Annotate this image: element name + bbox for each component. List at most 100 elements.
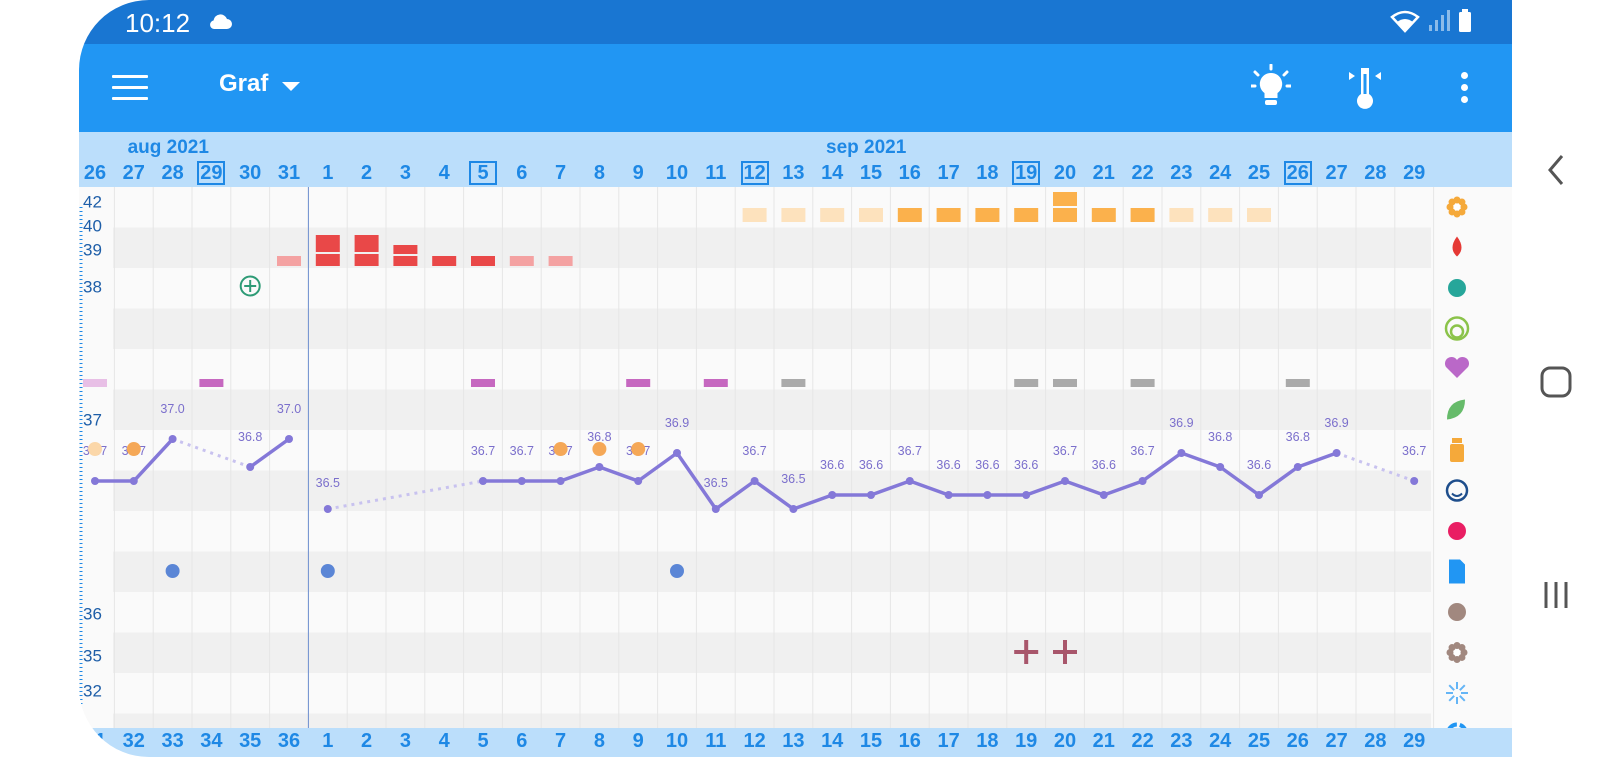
medication-dot [631,442,646,456]
row-icon-column [1444,196,1470,728]
day-label[interactable]: 4 [438,162,450,184]
fertile-sign-bar [1014,208,1039,222]
home-button[interactable] [1512,365,1600,399]
cycle-day-label: 19 [1015,730,1038,752]
note-dot [670,564,684,578]
day-label[interactable]: 11 [705,162,727,184]
cycle-day-label: 11 [705,730,727,752]
cycle-day-label: 22 [1131,730,1154,752]
row-band [113,187,1431,228]
cycle-day-label: 1 [322,730,334,752]
cycle-day-label: 3 [399,730,411,752]
day-label[interactable]: 20 [1053,162,1077,184]
temperature-value-label: 36.8 [587,430,611,444]
bottle-cap [1452,438,1462,443]
day-label[interactable]: 13 [782,162,805,184]
day-label[interactable]: 23 [1170,162,1193,184]
day-label[interactable]: 18 [976,162,999,184]
day-label[interactable]: 2 [361,162,373,184]
android-nav-bar [1512,0,1600,757]
cycle-day-label: 18 [976,730,999,752]
day-label[interactable]: 10 [665,162,689,184]
day-label[interactable]: 30 [239,162,262,184]
icon-shape [1448,279,1466,297]
day-label[interactable]: 6 [516,162,528,184]
temperature-line-segment [248,437,291,469]
temperature-point [479,477,487,485]
day-label[interactable]: 29 [1403,162,1426,184]
day-label[interactable]: 26 [1283,161,1312,185]
day-label[interactable]: 29 [197,161,226,185]
day-label[interactable]: 22 [1131,162,1154,184]
day-label[interactable]: 1 [322,162,334,184]
temperature-point [789,505,798,513]
temperature-point [285,435,293,443]
y-axis-label: 35 [83,646,102,665]
temperature-value-label: 36.7 [1130,444,1154,458]
day-label[interactable]: 31 [277,162,301,184]
back-button[interactable] [1512,152,1600,188]
day-label[interactable]: 7 [555,162,567,184]
cycle-day-label: 9 [632,730,644,752]
medication-dot [592,442,607,456]
temperature-point [129,477,138,485]
blood-drop-icon [1452,236,1462,257]
temperature-value-label: 36.7 [1053,444,1077,458]
month-label: aug 2021 [127,137,209,158]
day-label[interactable]: 14 [821,162,844,184]
pill-bottle-icon [1450,438,1464,462]
day-label[interactable]: 9 [632,162,644,184]
cycle-day-label: 26 [1286,730,1309,752]
temperature-point [944,491,953,499]
intercourse-mark [1285,379,1310,387]
day-label[interactable]: 27 [122,162,145,184]
day-label[interactable]: 28 [161,162,184,184]
cycle-chart[interactable]: 42 40 39 38 37 36 35 32 36.7 36.7 37.0 36.8 37.0 36.5… [79,187,1512,728]
recents-button[interactable] [1512,580,1600,610]
day-label[interactable]: 25 [1247,162,1271,184]
sparkle-icon [1446,682,1468,704]
y-axis-label: 42 [83,192,102,211]
y-axis-label: 32 [83,681,102,700]
cycle-day-label: 29 [1403,730,1426,752]
temperature-point [246,463,255,471]
cycle-day-label: 25 [1247,730,1271,752]
day-label[interactable]: 5 [469,161,497,185]
intercourse-mark [781,379,806,387]
day-label[interactable]: 24 [1209,162,1232,184]
day-label[interactable]: 17 [937,162,960,184]
temperature-value-label: 36.9 [665,416,689,430]
day-label[interactable]: 19 [1012,161,1041,185]
temperature-value-label: 36.8 [238,430,262,444]
wifi-icon [1390,10,1420,33]
bleeding-mark [354,254,379,266]
breast-icon [1448,522,1466,540]
intercourse-mark [83,379,107,387]
day-label[interactable]: 12 [740,161,769,185]
day-label[interactable]: 26 [83,162,107,184]
temperature-point [1022,491,1031,499]
fertile-sign-bar [1208,208,1233,222]
day-label[interactable]: 15 [859,162,883,184]
thermometer-icon[interactable] [1347,66,1383,110]
day-label[interactable]: 3 [399,162,411,184]
bleeding-mark [548,256,573,266]
day-label[interactable]: 16 [898,162,921,184]
fertile-sign-bar [781,208,806,222]
day-label[interactable]: 8 [593,162,605,184]
app-bar: Graf [79,44,1512,132]
sparkle-ray [1459,684,1466,691]
petal [1458,198,1466,206]
smiley-mouth [1451,492,1463,497]
temperature-value-label: 36.8 [1286,430,1310,444]
lightbulb-icon[interactable] [1251,64,1291,110]
fertile-sign-bar [1169,208,1194,222]
menu-button[interactable] [112,75,148,101]
more-options-button[interactable] [1459,72,1469,108]
day-label[interactable]: 28 [1364,162,1387,184]
temperature-value-label: 36.9 [1169,416,1193,430]
day-label[interactable]: 21 [1092,162,1115,184]
view-selector[interactable]: Graf [219,70,301,98]
day-label[interactable]: 27 [1325,162,1348,184]
cervix-icon [1444,316,1470,341]
